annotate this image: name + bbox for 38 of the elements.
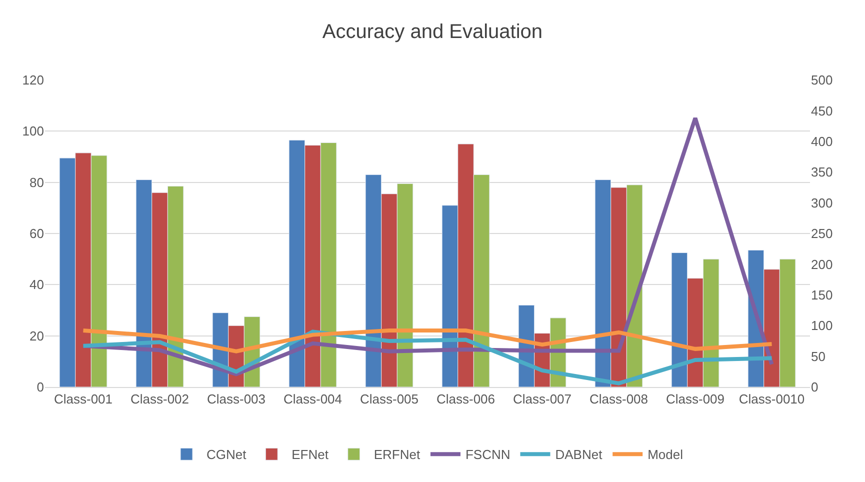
y2-tick-label: 50 — [811, 348, 826, 364]
y2-tick-label: 450 — [811, 103, 833, 118]
x-tick-label: Class-001 — [54, 392, 113, 407]
y2-tick-label: 200 — [811, 256, 833, 272]
chart-title: Accuracy and Evaluation — [322, 21, 543, 44]
line-series — [81, 328, 774, 354]
y2-tick-label: 350 — [811, 164, 833, 180]
x-tick-label: Class-005 — [360, 392, 419, 407]
x-tick-label: Class-007 — [512, 392, 572, 407]
legend-label: FSCNN — [465, 447, 510, 462]
y-tick-label: 20 — [30, 328, 44, 344]
y2-tick-label: 100 — [811, 318, 833, 334]
y-tick-label: 80 — [30, 174, 44, 190]
x-tick-label: Class-008 — [589, 392, 648, 407]
x-tick-label: Class-009 — [666, 392, 725, 407]
y2-tick-label: 250 — [811, 226, 833, 242]
legend-label: EFNet — [292, 447, 329, 462]
y-tick-label: 100 — [22, 124, 44, 139]
legend-label: CGNet — [206, 447, 247, 462]
legend-label: Model — [648, 447, 684, 462]
y2-tick-label: 300 — [811, 195, 833, 210]
y2-tick-label: 0 — [811, 380, 818, 395]
y-tick-label: 120 — [22, 72, 44, 88]
x-tick-label: Class-003 — [206, 392, 266, 407]
y2-tick-label: 500 — [811, 72, 833, 88]
y2-tick-label: 150 — [811, 287, 833, 302]
legend-label: ERFNet — [374, 447, 420, 462]
x-tick-label: Class-006 — [436, 392, 496, 407]
x-tick-label: Class-004 — [283, 392, 342, 407]
x-tick-label: Class-0010 — [738, 392, 805, 407]
line-series — [81, 330, 774, 386]
y-tick-label: 40 — [30, 277, 44, 292]
x-tick-label: Class-002 — [130, 392, 190, 407]
y-tick-label: 60 — [30, 226, 44, 242]
y-tick-label: 0 — [36, 380, 44, 395]
y2-tick-label: 400 — [811, 134, 833, 149]
line-series — [81, 116, 774, 376]
legend-label: DABNet — [555, 447, 603, 462]
